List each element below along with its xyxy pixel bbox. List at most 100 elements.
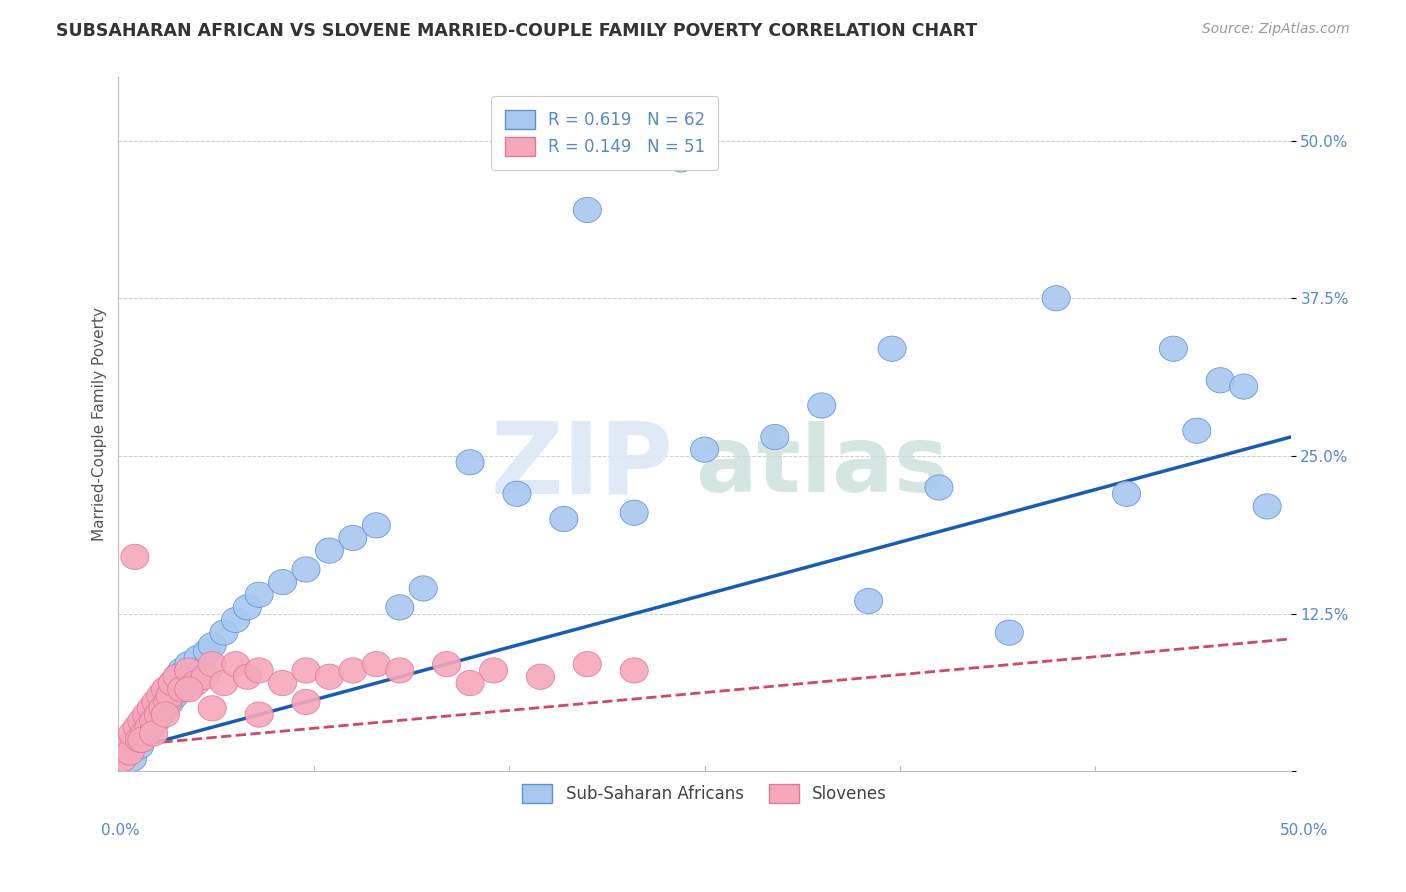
Ellipse shape	[181, 671, 209, 696]
Ellipse shape	[156, 683, 184, 708]
Ellipse shape	[145, 690, 173, 714]
Ellipse shape	[409, 576, 437, 601]
Y-axis label: Married-Couple Family Poverty: Married-Couple Family Poverty	[93, 308, 107, 541]
Ellipse shape	[167, 657, 195, 683]
Ellipse shape	[1182, 418, 1211, 443]
Ellipse shape	[269, 569, 297, 595]
Ellipse shape	[128, 727, 156, 753]
Ellipse shape	[159, 671, 187, 696]
Ellipse shape	[194, 639, 222, 665]
Ellipse shape	[149, 683, 177, 708]
Ellipse shape	[125, 727, 153, 753]
Legend: Sub-Saharan Africans, Slovenes: Sub-Saharan Africans, Slovenes	[510, 772, 898, 815]
Ellipse shape	[174, 651, 202, 677]
Ellipse shape	[188, 657, 217, 683]
Ellipse shape	[156, 690, 184, 714]
Ellipse shape	[385, 595, 413, 620]
Ellipse shape	[135, 714, 163, 739]
Ellipse shape	[292, 557, 321, 582]
Ellipse shape	[620, 657, 648, 683]
Ellipse shape	[128, 708, 156, 733]
Text: atlas: atlas	[695, 421, 949, 511]
Ellipse shape	[666, 147, 695, 172]
Ellipse shape	[131, 708, 159, 733]
Ellipse shape	[550, 507, 578, 532]
Ellipse shape	[124, 714, 152, 739]
Ellipse shape	[139, 721, 167, 746]
Text: 0.0%: 0.0%	[101, 823, 141, 838]
Ellipse shape	[118, 721, 146, 746]
Ellipse shape	[363, 513, 391, 538]
Ellipse shape	[1206, 368, 1234, 392]
Ellipse shape	[877, 336, 905, 361]
Ellipse shape	[160, 683, 188, 708]
Ellipse shape	[574, 651, 602, 677]
Ellipse shape	[110, 746, 138, 772]
Ellipse shape	[152, 696, 180, 721]
Ellipse shape	[149, 696, 177, 721]
Ellipse shape	[245, 702, 273, 727]
Ellipse shape	[995, 620, 1024, 645]
Ellipse shape	[135, 702, 163, 727]
Ellipse shape	[503, 481, 531, 507]
Ellipse shape	[456, 671, 484, 696]
Ellipse shape	[118, 746, 146, 772]
Ellipse shape	[128, 714, 156, 739]
Ellipse shape	[170, 671, 198, 696]
Ellipse shape	[1042, 285, 1070, 310]
Ellipse shape	[146, 702, 174, 727]
Ellipse shape	[315, 538, 343, 563]
Ellipse shape	[855, 589, 883, 614]
Ellipse shape	[761, 425, 789, 450]
Ellipse shape	[209, 671, 238, 696]
Text: ZIP: ZIP	[491, 417, 673, 515]
Ellipse shape	[138, 696, 166, 721]
Ellipse shape	[174, 657, 202, 683]
Ellipse shape	[292, 690, 321, 714]
Ellipse shape	[1253, 494, 1281, 519]
Ellipse shape	[166, 677, 194, 702]
Ellipse shape	[315, 665, 343, 690]
Ellipse shape	[167, 677, 195, 702]
Ellipse shape	[142, 690, 170, 714]
Ellipse shape	[245, 582, 273, 607]
Ellipse shape	[153, 690, 181, 714]
Ellipse shape	[339, 525, 367, 550]
Ellipse shape	[159, 671, 187, 696]
Ellipse shape	[245, 657, 273, 683]
Ellipse shape	[117, 733, 145, 759]
Ellipse shape	[433, 651, 461, 677]
Ellipse shape	[174, 677, 202, 702]
Ellipse shape	[142, 708, 170, 733]
Ellipse shape	[145, 702, 173, 727]
Ellipse shape	[222, 651, 250, 677]
Ellipse shape	[152, 702, 180, 727]
Ellipse shape	[124, 721, 152, 746]
Ellipse shape	[131, 721, 159, 746]
Ellipse shape	[807, 392, 835, 418]
Ellipse shape	[111, 739, 139, 765]
Ellipse shape	[146, 683, 174, 708]
Ellipse shape	[125, 733, 153, 759]
Ellipse shape	[479, 657, 508, 683]
Ellipse shape	[339, 657, 367, 683]
Ellipse shape	[198, 696, 226, 721]
Ellipse shape	[385, 657, 413, 683]
Ellipse shape	[191, 665, 219, 690]
Ellipse shape	[180, 665, 208, 690]
Ellipse shape	[138, 714, 166, 739]
Ellipse shape	[198, 632, 226, 657]
Ellipse shape	[1230, 374, 1258, 400]
Ellipse shape	[117, 739, 145, 765]
Ellipse shape	[233, 665, 262, 690]
Ellipse shape	[526, 665, 554, 690]
Ellipse shape	[925, 475, 953, 500]
Text: 50.0%: 50.0%	[1281, 823, 1329, 838]
Ellipse shape	[363, 651, 391, 677]
Text: SUBSAHARAN AFRICAN VS SLOVENE MARRIED-COUPLE FAMILY POVERTY CORRELATION CHART: SUBSAHARAN AFRICAN VS SLOVENE MARRIED-CO…	[56, 22, 977, 40]
Ellipse shape	[139, 696, 167, 721]
Ellipse shape	[292, 657, 321, 683]
Ellipse shape	[456, 450, 484, 475]
Ellipse shape	[114, 733, 142, 759]
Ellipse shape	[269, 671, 297, 696]
